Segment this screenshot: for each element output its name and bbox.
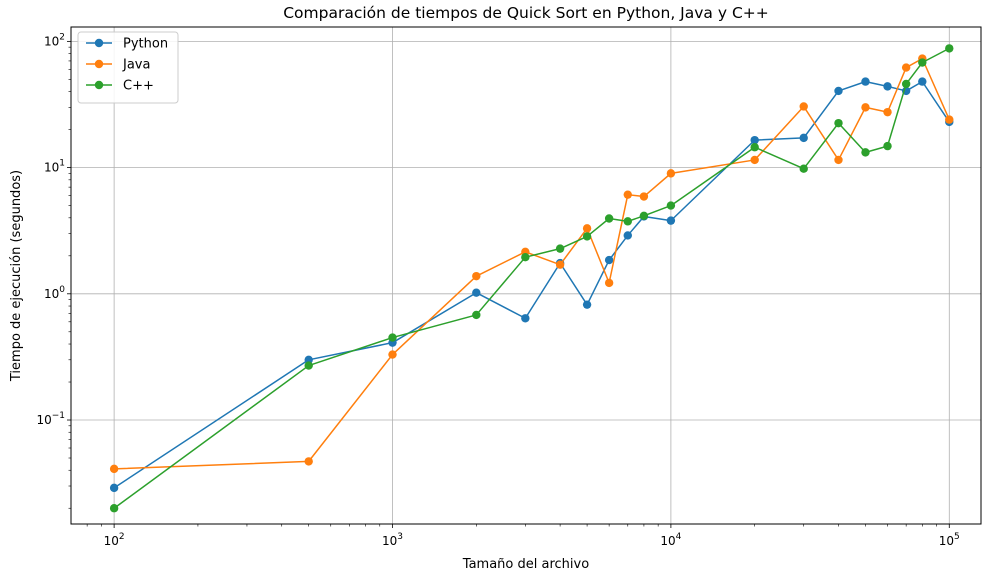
x-axis-label: Tamaño del archivo [462, 557, 589, 572]
point-java [472, 271, 481, 281]
point-java [901, 63, 911, 72]
point-cpp [109, 504, 119, 513]
point-python [799, 133, 808, 143]
legend-marker-java [94, 59, 104, 69]
point-cpp [861, 148, 870, 157]
point-cpp [555, 244, 565, 253]
point-cpp [388, 333, 397, 342]
point-java [945, 115, 954, 124]
x-tick-label: 104 [660, 532, 681, 548]
point-cpp [604, 214, 614, 223]
point-cpp [750, 143, 759, 152]
x-tick-label: 103 [382, 532, 403, 548]
point-python [623, 231, 632, 240]
y-axis-label: Tiempo de ejecución (segundos) [9, 170, 24, 382]
plot-frame [70, 26, 982, 525]
point-cpp [472, 310, 481, 320]
point-cpp [799, 164, 808, 173]
point-python [604, 255, 614, 265]
point-java [304, 457, 313, 466]
ticks: 102 103 104 105 10−1 100 101 102 [36, 32, 959, 548]
y-tick-label: 102 [44, 32, 65, 48]
series-line-java [114, 57, 950, 470]
chart-title: Comparación de tiempos de Quick Sort en … [283, 4, 769, 22]
grid [71, 27, 981, 524]
point-python [834, 86, 843, 96]
point-java [883, 107, 892, 117]
point-java [109, 464, 119, 474]
point-java [750, 155, 759, 165]
y-tick-label: 101 [44, 159, 65, 175]
legend-label-cpp: C++ [123, 79, 154, 94]
point-python [521, 314, 530, 323]
y-tick-label: 10−1 [36, 411, 65, 427]
point-python [861, 77, 870, 86]
point-java [861, 103, 870, 112]
point-python [109, 483, 119, 493]
point-cpp [521, 252, 530, 262]
point-java [582, 224, 592, 233]
point-python [304, 355, 313, 364]
point-java [834, 155, 843, 165]
point-java [388, 350, 397, 359]
series-line-cpp [113, 47, 950, 509]
x-tick-label: 102 [104, 532, 125, 548]
point-cpp [901, 79, 911, 89]
point-python [918, 77, 927, 86]
point-python [666, 216, 676, 225]
x-tick-label: 105 [939, 532, 960, 548]
legend: Python Java C++ [77, 31, 179, 104]
point-cpp [666, 201, 676, 210]
point-java [799, 102, 808, 111]
point-python [750, 135, 759, 145]
point-python [582, 300, 592, 309]
point-cpp [304, 361, 313, 370]
legend-label-java: Java [122, 58, 150, 73]
point-java [604, 278, 614, 288]
point-python [472, 288, 481, 297]
y-tick-label: 100 [44, 285, 65, 301]
series-layer [109, 44, 954, 513]
point-cpp [623, 217, 632, 226]
point-cpp [639, 211, 649, 220]
point-cpp [883, 141, 892, 151]
point-java [666, 169, 676, 178]
point-cpp [582, 232, 592, 241]
point-java [639, 192, 649, 201]
point-cpp [918, 58, 927, 67]
point-cpp [945, 44, 954, 53]
legend-label-python: Python [123, 37, 168, 52]
legend-marker-cpp [94, 80, 104, 90]
legend-marker-python [94, 38, 104, 48]
point-python [883, 82, 892, 91]
point-java [555, 260, 565, 269]
point-java [623, 190, 632, 199]
point-cpp [834, 118, 843, 128]
